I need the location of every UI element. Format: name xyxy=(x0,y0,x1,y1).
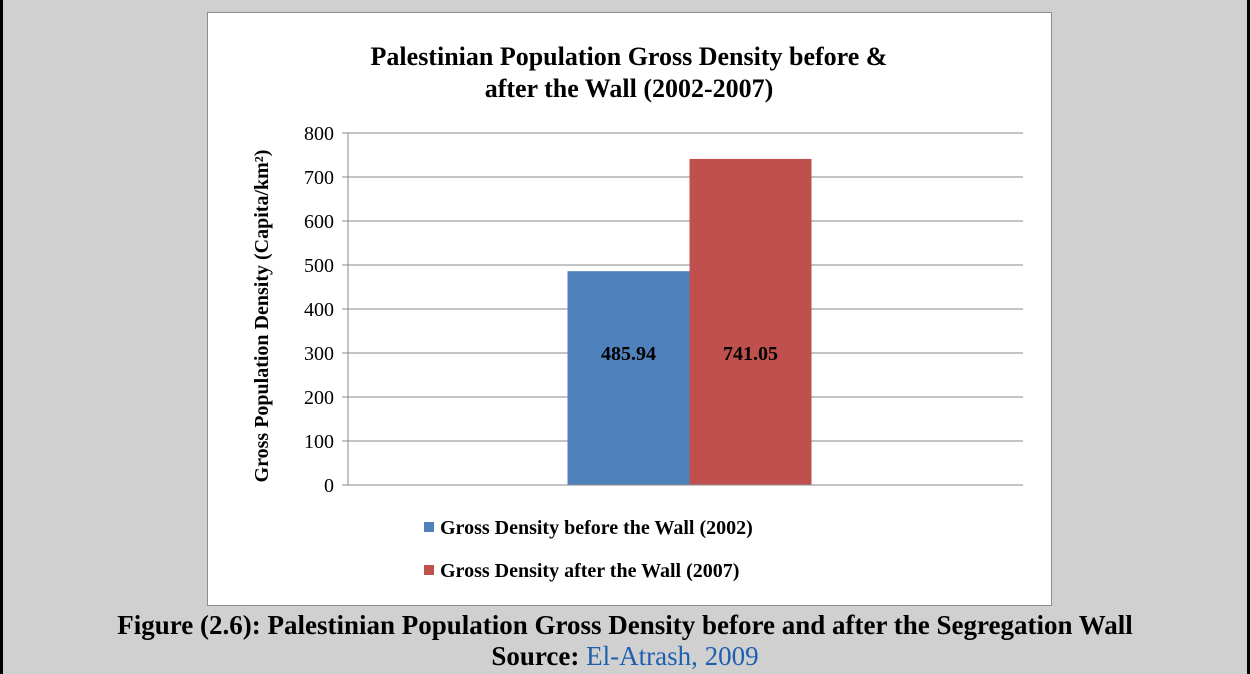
bar-data-label: 485.94 xyxy=(601,343,656,365)
chart-title-line-2: after the Wall (2002-2007) xyxy=(485,74,774,103)
legend-swatch xyxy=(424,522,434,532)
legend-swatch xyxy=(424,565,434,575)
chart-container: Palestinian Population Gross Density bef… xyxy=(207,12,1052,606)
legend-label: Gross Density before the Wall (2002) xyxy=(440,517,753,539)
bar xyxy=(567,271,690,485)
y-tick-label: 100 xyxy=(304,431,334,453)
source-reference-link[interactable]: El-Atrash, 2009 xyxy=(586,641,759,671)
chart-title-line-1: Palestinian Population Gross Density bef… xyxy=(371,42,888,71)
page-border-left xyxy=(0,0,3,674)
bar-chart: Palestinian Population Gross Density bef… xyxy=(251,42,1023,582)
y-tick-label: 400 xyxy=(304,299,334,321)
page-border-right xyxy=(1247,0,1250,674)
y-tick-label: 0 xyxy=(324,475,334,497)
y-tick-label: 600 xyxy=(304,211,334,233)
bar xyxy=(689,158,812,486)
bar-data-label: 741.05 xyxy=(723,343,778,365)
y-tick-label: 700 xyxy=(304,167,334,189)
figure-caption: Figure (2.6): Palestinian Population Gro… xyxy=(117,610,1133,640)
y-tick-label: 500 xyxy=(304,255,334,277)
y-axis-label: Gross Population Density (Capita/km²) xyxy=(251,150,273,483)
legend-label: Gross Density after the Wall (2007) xyxy=(440,560,739,582)
figure-source: Source: El-Atrash, 2009 xyxy=(0,641,1250,672)
source-label: Source: xyxy=(491,641,580,671)
y-tick-label: 300 xyxy=(304,343,334,365)
y-tick-label: 800 xyxy=(304,123,334,145)
y-tick-label: 200 xyxy=(304,387,334,409)
